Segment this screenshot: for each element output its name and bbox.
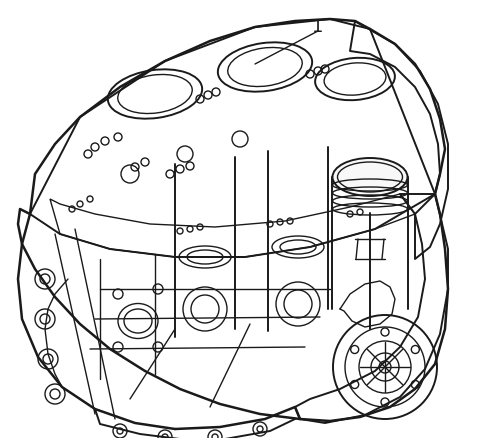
Ellipse shape <box>333 159 408 197</box>
Text: 1: 1 <box>312 18 324 36</box>
